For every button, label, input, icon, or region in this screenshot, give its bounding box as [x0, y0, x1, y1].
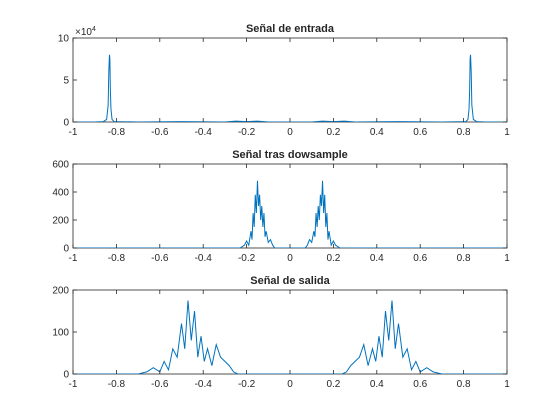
x-tick-label: -1 [69, 253, 78, 264]
x-tick-label: -0.4 [195, 379, 213, 390]
subplot-title: Señal tras dowsample [232, 149, 348, 161]
y-tick-label: 5 [63, 76, 69, 87]
x-tick-label: -0.2 [238, 127, 256, 138]
series-line-1 [73, 54, 507, 122]
subplot-1: -1 -0.8 -0.6 -0.4 -0.2 0 0.2 0.4 0.6 0.8 10510×104… [58, 23, 510, 138]
x-tick-label: 0.4 [370, 127, 384, 138]
subplot-2: -1 -0.8 -0.6 -0.4 -0.2 0 0.2 0.4 0.6 0.8 1 0 200 400 6… [52, 149, 510, 264]
x-tick-label: -0.2 [238, 253, 256, 264]
x-tick-label: -0.2 [238, 379, 256, 390]
x-tick-label: 0.6 [413, 379, 427, 390]
x-tick-label: -0.6 [151, 127, 169, 138]
x-tick-label: 1 [504, 253, 510, 264]
x-tick-label: -0.6 [151, 379, 169, 390]
x-tick-label: -1 [69, 379, 78, 390]
x-tick-label: -0.8 [108, 379, 126, 390]
x-tick-label: -0.4 [195, 253, 213, 264]
axes-box [72, 37, 508, 123]
x-tick-label: -0.4 [195, 127, 213, 138]
x-tick-label: 0.8 [457, 253, 471, 264]
subplot-title: Señal de entrada [246, 23, 335, 35]
y-tick-label: 0 [63, 118, 69, 129]
x-tick-label: 0.2 [326, 253, 340, 264]
x-tick-label: 0.6 [413, 127, 427, 138]
axes-box [72, 163, 508, 249]
x-tick-label: 0.2 [326, 379, 340, 390]
y-tick-label: 200 [52, 216, 69, 227]
x-tick-label: 0 [287, 127, 293, 138]
series-line-1 [73, 180, 507, 248]
y-tick-label: 10 [58, 34, 70, 45]
axes-box [72, 289, 508, 375]
x-tick-label: -0.8 [108, 127, 126, 138]
y-tick-label: 0 [63, 370, 69, 381]
x-tick-label: 0.2 [326, 127, 340, 138]
y-exponent-label: ×104 [75, 26, 96, 38]
y-tick-label: 0 [63, 244, 69, 255]
x-tick-label: 0 [287, 253, 293, 264]
x-tick-label: 0.8 [457, 379, 471, 390]
y-tick-label: 100 [52, 328, 69, 339]
x-tick-label: -0.8 [108, 253, 126, 264]
x-tick-label: -1 [69, 127, 78, 138]
y-tick-label: 200 [52, 286, 69, 297]
x-tick-label: 1 [504, 379, 510, 390]
x-tick-label: 0.4 [370, 379, 384, 390]
subplot-title: Señal de salida [250, 275, 330, 287]
subplot-3: -1 -0.8 -0.6 -0.4 -0.2 0 0.2 0.4 0.6 0.8 1 0 100 200 S… [52, 275, 510, 390]
y-tick-label: 600 [52, 160, 69, 171]
x-tick-label: 0.8 [457, 127, 471, 138]
y-tick-label: 400 [52, 188, 69, 199]
series-line-1 [73, 300, 507, 374]
x-tick-label: 0.4 [370, 253, 384, 264]
x-tick-label: 0.6 [413, 253, 427, 264]
x-tick-label: 0 [287, 379, 293, 390]
x-tick-label: -0.6 [151, 253, 169, 264]
x-tick-label: 1 [504, 127, 510, 138]
